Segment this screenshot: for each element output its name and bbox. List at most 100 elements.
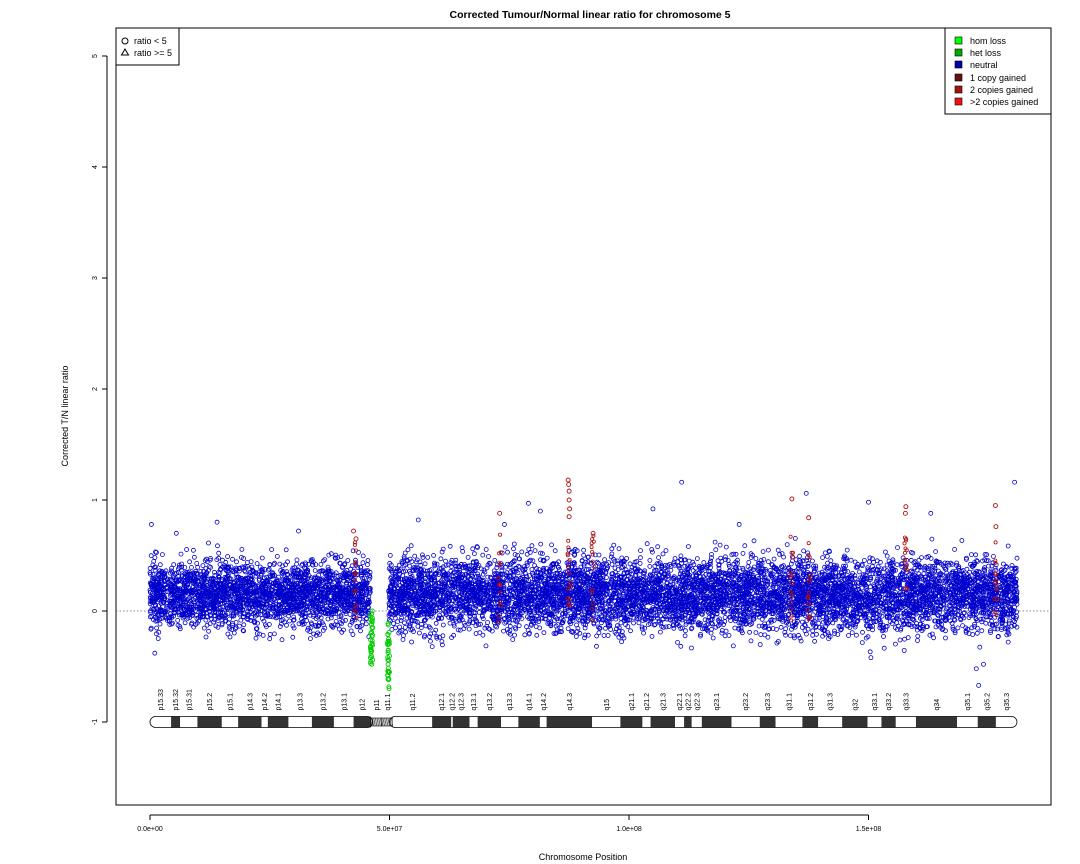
neutral-point (360, 553, 366, 559)
neutral-point (483, 643, 489, 649)
neutral-point (820, 555, 825, 560)
neutral-point (895, 545, 900, 550)
neutral-point (849, 630, 855, 635)
neutral-point (929, 536, 935, 542)
neutral-point (350, 548, 356, 554)
neutral-point (856, 569, 862, 575)
neutral-point (894, 562, 900, 568)
neutral-point (152, 555, 158, 560)
neutral-point (365, 558, 371, 563)
neutral-point (348, 628, 354, 634)
neutral-point (244, 560, 250, 565)
neutral-point (552, 548, 558, 554)
neutral-point (155, 636, 161, 641)
neutral-point (713, 547, 719, 553)
neutral-point (762, 632, 768, 638)
neutral-point (241, 622, 247, 628)
neutral-point (207, 581, 213, 587)
neutral-point (307, 636, 313, 641)
neutral-point (254, 631, 260, 636)
neutral-point (267, 636, 273, 642)
neutral-point (854, 632, 859, 638)
neutral-point (358, 628, 363, 634)
points-layer (116, 477, 1051, 692)
neutral-point (206, 540, 211, 546)
neutral-point (237, 610, 243, 616)
neutral-point (187, 559, 193, 565)
neutral-point (777, 552, 782, 557)
neutral-point (171, 562, 177, 567)
neutral-point (179, 561, 184, 567)
neutral-point (974, 630, 980, 636)
neutral-point (810, 558, 815, 564)
neutral-point (440, 622, 446, 628)
neutral-point (147, 614, 153, 620)
neutral-point (217, 562, 223, 567)
neutral-point (260, 633, 266, 638)
neutral-point (283, 562, 289, 568)
neutral-point (194, 561, 200, 566)
neutral-point (485, 620, 491, 625)
neutral-point (302, 560, 308, 566)
neutral-point (350, 632, 356, 637)
neutral-point (238, 555, 244, 560)
neutral-point (148, 553, 154, 559)
neutral-point (201, 625, 207, 631)
neutral-point (283, 547, 289, 553)
neutral-point (147, 587, 153, 593)
neutral-point (516, 623, 522, 629)
neutral-point (271, 631, 277, 637)
neutral-point (363, 621, 369, 627)
neutral-point (279, 637, 285, 643)
neutral-point (227, 634, 233, 640)
neutral-point (266, 622, 272, 627)
neutral-point (348, 566, 354, 572)
neutral-point (190, 547, 196, 553)
neutral-point (929, 631, 935, 637)
neutral-point (364, 562, 370, 567)
neutral-point (328, 551, 334, 557)
neutral-point (284, 569, 290, 575)
neutral-point (332, 555, 338, 561)
neutral-point (253, 635, 259, 641)
neutral-point (267, 632, 273, 637)
neutral-point (203, 634, 209, 640)
neutral-point (313, 633, 319, 638)
neutral-point (492, 558, 498, 563)
neutral-point (343, 617, 349, 623)
neutral-point (240, 628, 246, 633)
neutral-point (753, 630, 759, 635)
neutral-point (225, 554, 231, 559)
neutral-point (408, 543, 414, 549)
neutral-point (347, 612, 353, 617)
neutral-point (722, 615, 728, 620)
neutral-point (313, 562, 319, 567)
neutral-point (529, 543, 535, 549)
neutral-point (216, 569, 222, 575)
neutral-point (675, 640, 680, 645)
neutral-point (254, 561, 260, 566)
neutral-point (534, 632, 540, 638)
neutral-point (296, 621, 302, 627)
neutral-point (660, 551, 666, 557)
neutral-point (616, 546, 622, 552)
neutral-point (318, 615, 324, 621)
neutral-point (157, 621, 163, 627)
neutral-point (231, 630, 237, 636)
neutral-point (541, 630, 547, 636)
neutral-point (232, 626, 238, 632)
neutral-point (154, 625, 160, 631)
neutral-point (409, 639, 415, 645)
chart-title: Corrected Tumour/Normal linear ratio for… (449, 9, 730, 21)
neutral-point (184, 547, 190, 552)
neutral-point (239, 547, 245, 552)
neutral-point (157, 562, 163, 568)
neutral-point (294, 557, 300, 563)
neutral-point (216, 550, 222, 556)
neutral-point (747, 629, 752, 635)
neutral-point (438, 556, 444, 562)
neutral-point (152, 567, 158, 573)
neutral-point (977, 644, 983, 650)
neutral-point (287, 618, 292, 624)
